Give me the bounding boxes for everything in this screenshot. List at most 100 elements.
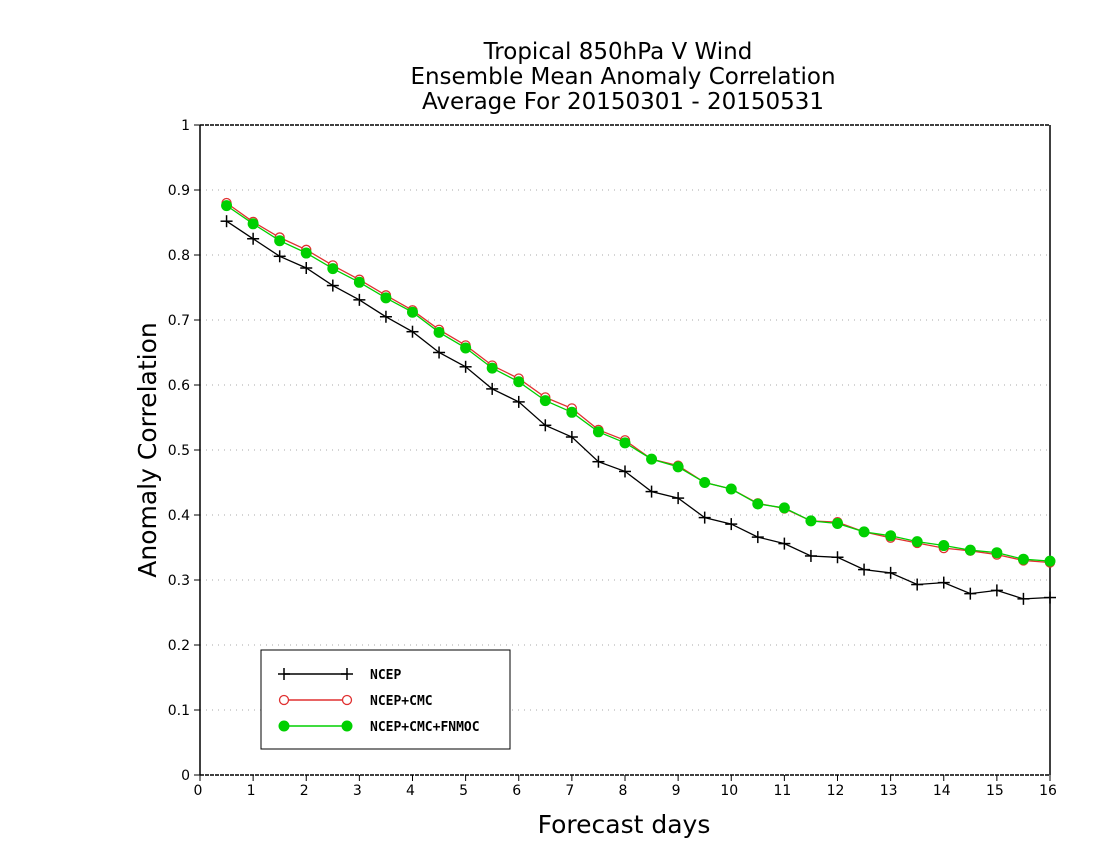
data-point-ncep-cmc-fnmoc — [832, 517, 843, 529]
legend-label-ncep-cmc-fnmoc: NCEP+CMC+FNMOC — [370, 720, 480, 735]
x-tick-label: 11 — [773, 783, 791, 799]
data-point-ncep-cmc-fnmoc — [539, 395, 551, 407]
x-tick-label: 1 — [247, 783, 256, 799]
x-tick-label: 14 — [933, 783, 951, 799]
data-point-ncep-cmc-fnmoc — [938, 540, 950, 552]
data-point-ncep-cmc-fnmoc — [646, 453, 658, 465]
x-tick-label: 3 — [353, 783, 362, 799]
series-ncep-cmc-fnmoc — [221, 200, 1056, 567]
x-tick-label: 5 — [459, 783, 468, 799]
data-point-ncep — [486, 382, 499, 395]
legend-entry-ncep-cmc: NCEP+CMC — [278, 694, 433, 709]
y-tick-label: 0 — [181, 768, 190, 784]
data-point-ncep — [911, 578, 924, 591]
data-point-ncep — [698, 511, 711, 524]
x-tick-label: 9 — [672, 783, 681, 799]
series-line-ncep-cmc-fnmoc — [226, 205, 1051, 562]
y-tick-label: 0.3 — [168, 573, 190, 589]
legend-marker-ncep-end — [341, 668, 353, 680]
y-tick-label: 0.9 — [168, 183, 190, 199]
data-point-ncep — [433, 346, 446, 359]
data-point-ncep-cmc-fnmoc — [964, 544, 976, 556]
data-point-ncep — [539, 419, 552, 432]
data-point-ncep-cmc-fnmoc — [885, 530, 897, 542]
chart-title: Tropical 850hPa V Wind — [483, 39, 753, 65]
y-tick-label: 0.7 — [168, 313, 190, 329]
data-point-ncep — [379, 310, 392, 323]
data-point-ncep — [937, 576, 950, 589]
series-ncep-cmc — [221, 197, 1056, 568]
data-point-ncep — [884, 566, 897, 579]
data-point-ncep — [273, 250, 286, 263]
data-point-ncep-cmc-fnmoc — [858, 526, 870, 538]
data-point-ncep — [459, 360, 472, 373]
data-point-ncep-cmc-fnmoc — [778, 502, 790, 514]
legend: NCEP NCEP+CMC NCEP+CMC+FNMOC — [260, 649, 511, 750]
legend-marker-ncep-cmc-end — [341, 694, 353, 706]
data-point-ncep — [220, 215, 233, 228]
data-point-ncep-cmc-fnmoc — [1044, 555, 1056, 567]
legend-entry-ncep-cmc-fnmoc: NCEP+CMC+FNMOC — [278, 720, 480, 735]
data-point-ncep-cmc-fnmoc — [725, 483, 737, 495]
x-tick-label: 8 — [619, 783, 628, 799]
data-point-ncep-cmc-fnmoc — [486, 362, 498, 374]
x-tick-label: 12 — [827, 783, 845, 799]
data-point-ncep-cmc-fnmoc — [752, 498, 764, 510]
data-point-ncep — [672, 492, 685, 505]
x-tick-label: 7 — [565, 783, 574, 799]
legend-marker-ncep-cmc-start — [278, 694, 290, 706]
data-point-ncep — [512, 395, 525, 408]
y-tick-label: 0.1 — [168, 703, 190, 719]
data-point-ncep-cmc-fnmoc — [991, 547, 1003, 559]
x-tick-label: 2 — [300, 783, 309, 799]
data-point-ncep-cmc-fnmoc — [274, 235, 286, 247]
legend-label-ncep: NCEP — [370, 668, 401, 683]
data-point-ncep-cmc-fnmoc — [672, 461, 684, 473]
x-axis-label: Forecast days — [538, 810, 711, 839]
y-tick-label: 0.5 — [168, 443, 190, 459]
data-point-ncep — [326, 279, 339, 292]
data-point-ncep-cmc-fnmoc — [300, 247, 312, 259]
data-point-ncep — [804, 549, 817, 562]
data-point-ncep-cmc-fnmoc — [247, 218, 259, 230]
data-point-ncep-cmc-fnmoc — [433, 326, 445, 338]
data-point-ncep — [406, 325, 419, 338]
data-point-ncep-cmc-fnmoc — [1017, 553, 1029, 565]
data-point-ncep — [990, 584, 1003, 597]
data-point-ncep — [751, 531, 764, 544]
x-tick-label: 10 — [720, 783, 738, 799]
data-point-ncep — [778, 537, 791, 550]
series-line-ncep — [226, 220, 1051, 600]
y-tick-label: 0.2 — [168, 638, 190, 654]
x-tick-label: 13 — [880, 783, 898, 799]
series-line-ncep-cmc — [226, 202, 1051, 564]
data-point-ncep — [247, 232, 260, 245]
data-point-ncep — [725, 518, 738, 531]
data-point-ncep-cmc-fnmoc — [566, 406, 578, 418]
data-point-ncep — [592, 455, 605, 468]
legend-label-ncep-cmc: NCEP+CMC — [370, 694, 433, 709]
series-ncep — [220, 215, 1056, 605]
y-tick-label: 0.8 — [168, 248, 190, 264]
data-point-ncep-cmc-fnmoc — [805, 515, 817, 527]
data-point-ncep — [1044, 591, 1056, 604]
data-point-ncep-cmc-fnmoc — [592, 426, 604, 438]
data-point-ncep — [645, 485, 658, 498]
data-point-ncep — [619, 465, 631, 478]
y-tick-label: 0.6 — [168, 378, 190, 394]
data-point-ncep — [964, 587, 977, 600]
data-point-ncep-cmc-fnmoc — [353, 276, 365, 288]
data-point-ncep-cmc-fnmoc — [460, 342, 472, 354]
legend-entries: NCEP NCEP+CMC NCEP+CMC+FNMOC — [278, 668, 480, 735]
y-tick-label: 0.4 — [168, 508, 190, 524]
legend-marker-ncep-start — [278, 668, 290, 680]
legend-entry-ncep: NCEP — [278, 668, 401, 683]
data-point-ncep-cmc-fnmoc — [221, 200, 233, 212]
legend-marker-ncep-cmc-fnmoc-end — [341, 720, 353, 732]
data-point-ncep — [1017, 592, 1030, 605]
data-point-ncep — [300, 262, 313, 274]
y-axis-label: Anomaly Correlation — [133, 322, 162, 577]
data-point-ncep-cmc-fnmoc — [911, 536, 923, 548]
